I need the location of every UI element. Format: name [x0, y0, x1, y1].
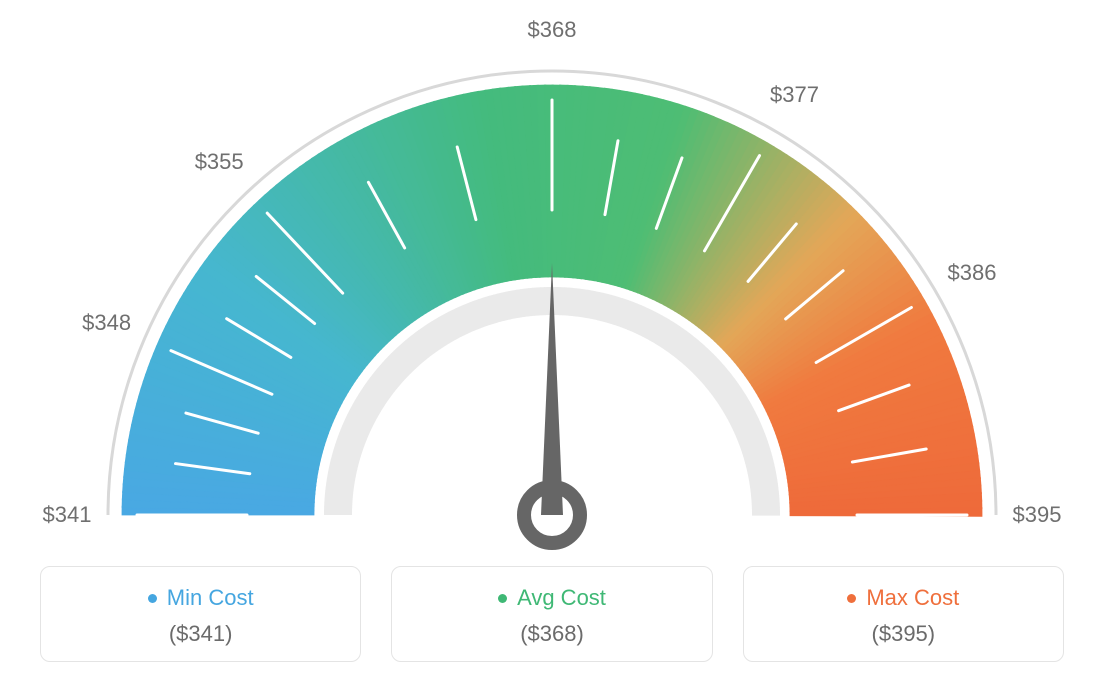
- gauge-tick-label: $355: [195, 149, 244, 175]
- gauge-svg: [0, 0, 1104, 560]
- gauge-tick-label: $368: [528, 17, 577, 43]
- legend-title-min-text: Min Cost: [167, 585, 254, 611]
- gauge-tick-label: $377: [770, 82, 819, 108]
- legend-title-max-text: Max Cost: [866, 585, 959, 611]
- legend-value-avg: ($368): [402, 621, 701, 647]
- gauge-chart-container: $341 $348 $355 $368 $377 $386 $395 Min Cost ($…: [0, 0, 1104, 690]
- legend-value-max: ($395): [754, 621, 1053, 647]
- gauge-tick-label: $348: [82, 310, 131, 336]
- gauge-area: $341 $348 $355 $368 $377 $386 $395: [0, 0, 1104, 560]
- legend-title-max: Max Cost: [847, 585, 959, 611]
- legend-title-avg: Avg Cost: [498, 585, 606, 611]
- gauge-tick-label: $386: [948, 260, 997, 286]
- legend-dot-avg: [498, 594, 507, 603]
- legend-row: Min Cost ($341) Avg Cost ($368) Max Cost…: [40, 566, 1064, 662]
- legend-card-avg: Avg Cost ($368): [391, 566, 712, 662]
- legend-card-max: Max Cost ($395): [743, 566, 1064, 662]
- gauge-tick-label: $341: [43, 502, 92, 528]
- legend-title-min: Min Cost: [148, 585, 254, 611]
- legend-dot-max: [847, 594, 856, 603]
- legend-dot-min: [148, 594, 157, 603]
- legend-title-avg-text: Avg Cost: [517, 585, 606, 611]
- legend-card-min: Min Cost ($341): [40, 566, 361, 662]
- legend-value-min: ($341): [51, 621, 350, 647]
- gauge-tick-label: $395: [1013, 502, 1062, 528]
